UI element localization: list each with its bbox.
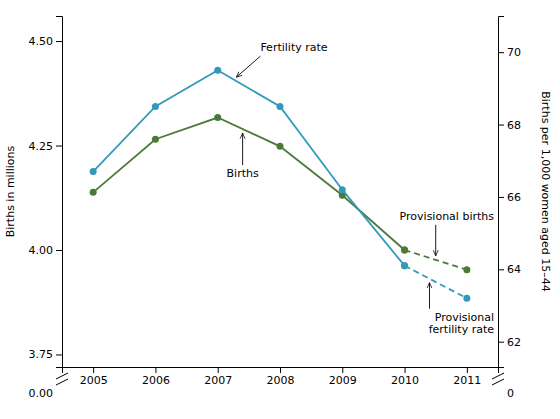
tick: 2006 (142, 367, 170, 387)
tick: 2007 (204, 367, 232, 387)
line (93, 70, 404, 265)
tick-mark (280, 367, 281, 373)
annotation: Provisionalfertility rate (429, 311, 495, 337)
y-axis-title: Births in millions (4, 145, 17, 237)
tick-label: 3.75 (29, 348, 54, 361)
tick: 2008 (267, 367, 295, 387)
tick-label: 2006 (142, 374, 170, 387)
axis-break (492, 379, 504, 385)
tick: 64 (498, 263, 521, 276)
tick: 2005 (80, 367, 108, 387)
y2-axis-title: Births per 1,000 women aged 15–44 (539, 91, 552, 292)
annotation-arrow (435, 225, 436, 256)
point (214, 114, 221, 121)
tick-mark (498, 269, 504, 270)
chart: 2005 2006 2007 2008 2009 2010 2011 3.75 4.00 4.25… (0, 0, 560, 419)
tick-mark (56, 354, 62, 355)
tick-label: 4.25 (29, 140, 54, 153)
tick: 4.25 (29, 140, 63, 153)
tick: 4.00 (29, 244, 63, 257)
tick: 2011 (453, 367, 481, 387)
point (277, 143, 284, 150)
tick-label: 2011 (453, 374, 481, 387)
tick-mark (218, 367, 219, 373)
tick: 66 (498, 191, 521, 204)
tick: 2010 (391, 367, 419, 387)
tick: 68 (498, 119, 521, 132)
tick-mark (405, 367, 406, 373)
annotation: Fertility rate (260, 41, 327, 54)
annotation-arrow (236, 56, 260, 77)
point (401, 247, 408, 254)
point (90, 168, 97, 175)
axis-break (56, 379, 68, 385)
y2-axis: 62 64 66 68 70 (498, 17, 521, 368)
series-group (90, 67, 471, 302)
tick-label: 2009 (329, 374, 357, 387)
point (339, 186, 346, 193)
tick: 2009 (329, 367, 357, 387)
tick-mark (56, 41, 62, 42)
tick-mark (56, 250, 62, 251)
tick-label: 2008 (267, 374, 295, 387)
tick-label: 64 (507, 263, 521, 276)
tick-mark (498, 342, 504, 343)
line (405, 266, 467, 299)
tick: 3.75 (29, 348, 63, 361)
tick-label: 4.00 (29, 244, 54, 257)
tick-label: 2007 (204, 374, 232, 387)
point (152, 136, 159, 143)
tick-mark (155, 367, 156, 373)
tick-mark (498, 125, 504, 126)
axis-break (492, 373, 504, 379)
annotation: Provisional births (400, 210, 495, 223)
axis-break-label: 0 (507, 387, 514, 400)
axis-line (56, 17, 63, 368)
tick-mark (93, 367, 94, 373)
tick-label: 66 (507, 191, 521, 204)
tick-label: 70 (507, 46, 521, 59)
tick-mark (498, 52, 504, 53)
point (152, 103, 159, 110)
axis-break-label: 0.00 (29, 387, 54, 400)
tick: 70 (498, 46, 521, 59)
tick: 62 (498, 336, 521, 349)
tick-mark (56, 146, 62, 147)
tick: 4.50 (29, 35, 63, 48)
tick-label: 2010 (391, 374, 419, 387)
tick-mark (498, 197, 504, 198)
tick-label: 68 (507, 119, 521, 132)
axis-break (56, 373, 68, 379)
axis-line (499, 17, 505, 368)
y-axis: 3.75 4.00 4.25 4.50 (29, 17, 63, 368)
point (277, 103, 284, 110)
line (93, 118, 404, 250)
axis-line (63, 368, 499, 374)
point (401, 247, 408, 254)
annotation: Births (227, 167, 259, 180)
tick-mark (342, 367, 343, 373)
tick-label: 2005 (80, 374, 108, 387)
point (401, 262, 408, 269)
point (90, 189, 97, 196)
annotations: Fertility rate Births Provisional births Pr… (29, 41, 515, 400)
x-axis: 2005 2006 2007 2008 2009 2010 2011 (63, 367, 499, 387)
point (463, 295, 470, 302)
point (214, 67, 221, 74)
tick-mark (467, 367, 468, 373)
point (463, 266, 470, 273)
tick-label: 62 (507, 336, 521, 349)
annotation-arrow (242, 133, 243, 165)
point (401, 262, 408, 269)
tick-label: 4.50 (29, 35, 54, 48)
plot: 2005 2006 2007 2008 2009 2010 2011 3.75 4.00 4.25… (4, 17, 552, 401)
annotation-arrow (429, 283, 430, 309)
